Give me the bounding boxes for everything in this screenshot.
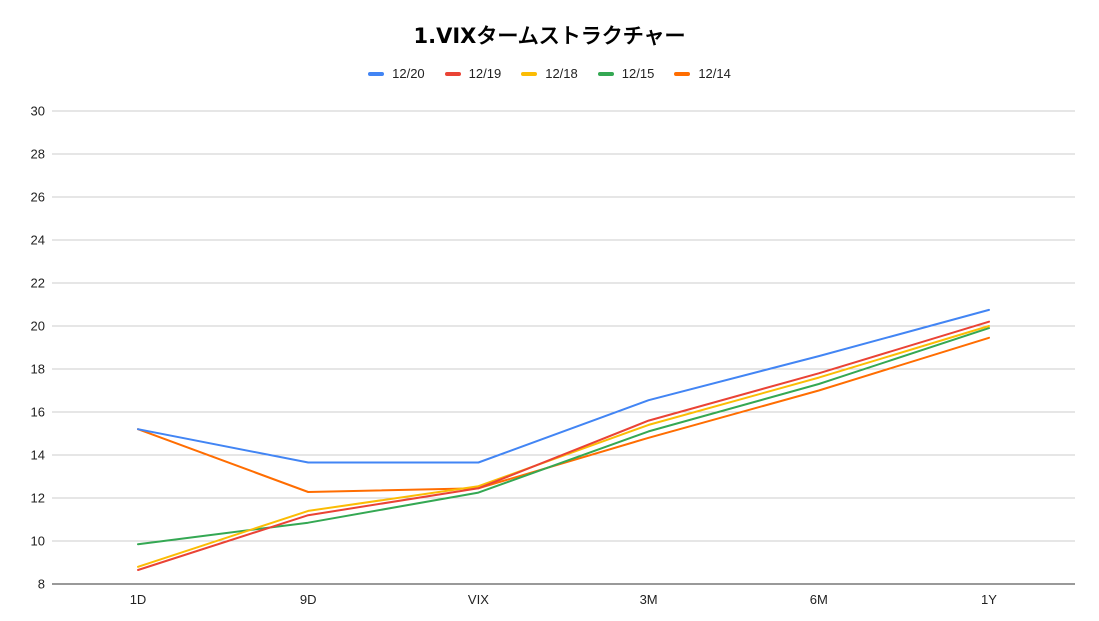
legend-swatch-2 (521, 71, 538, 76)
x-tick-label: 9D (300, 592, 317, 607)
x-tick-label: 6M (810, 592, 828, 607)
series-line-12-19 (137, 320, 990, 571)
y-tick-label: 18 (31, 362, 45, 377)
legend-swatch-4 (674, 71, 691, 76)
series-line-12-15 (137, 327, 990, 546)
legend-label-1: 12/19 (468, 66, 502, 81)
y-tick-label: 8 (38, 577, 45, 592)
series-line-12-20 (137, 308, 990, 464)
chart-title: 1.VIXタームストラクチャー (413, 24, 686, 48)
y-tick-label: 28 (31, 147, 45, 162)
x-tick-label: 1D (130, 592, 147, 607)
legend-item-0: 12/20 (368, 66, 425, 81)
legend-swatch-3 (597, 71, 614, 76)
legend-swatch-0 (368, 71, 385, 76)
y-tick-label: 16 (31, 405, 45, 420)
legend-label-0: 12/20 (392, 66, 425, 81)
y-tick-label: 14 (31, 448, 45, 463)
legend: 12/20 12/19 12/18 12/15 12/14 (0, 66, 1099, 81)
legend-label-4: 12/14 (698, 66, 731, 81)
legend-label-3: 12/15 (621, 66, 655, 81)
y-tick-label: 26 (31, 190, 45, 205)
y-tick-label: 12 (31, 491, 45, 506)
series-line-12-18 (137, 325, 990, 568)
x-tick-label: VIX (468, 592, 489, 607)
x-tick-label: 1Y (981, 592, 997, 607)
x-tick-label: 3M (640, 592, 658, 607)
y-tick-label: 24 (31, 233, 45, 248)
legend-swatch-1 (444, 71, 461, 76)
legend-item-2: 12/18 (521, 66, 578, 81)
legend-item-1: 12/19 (444, 66, 502, 81)
y-tick-label: 22 (31, 276, 45, 291)
legend-item-3: 12/15 (597, 66, 655, 81)
legend-label-2: 12/18 (545, 66, 578, 81)
legend-item-4: 12/14 (674, 66, 731, 81)
y-tick-label: 20 (31, 319, 45, 334)
y-tick-label: 10 (31, 534, 45, 549)
y-tick-label: 30 (31, 104, 45, 119)
